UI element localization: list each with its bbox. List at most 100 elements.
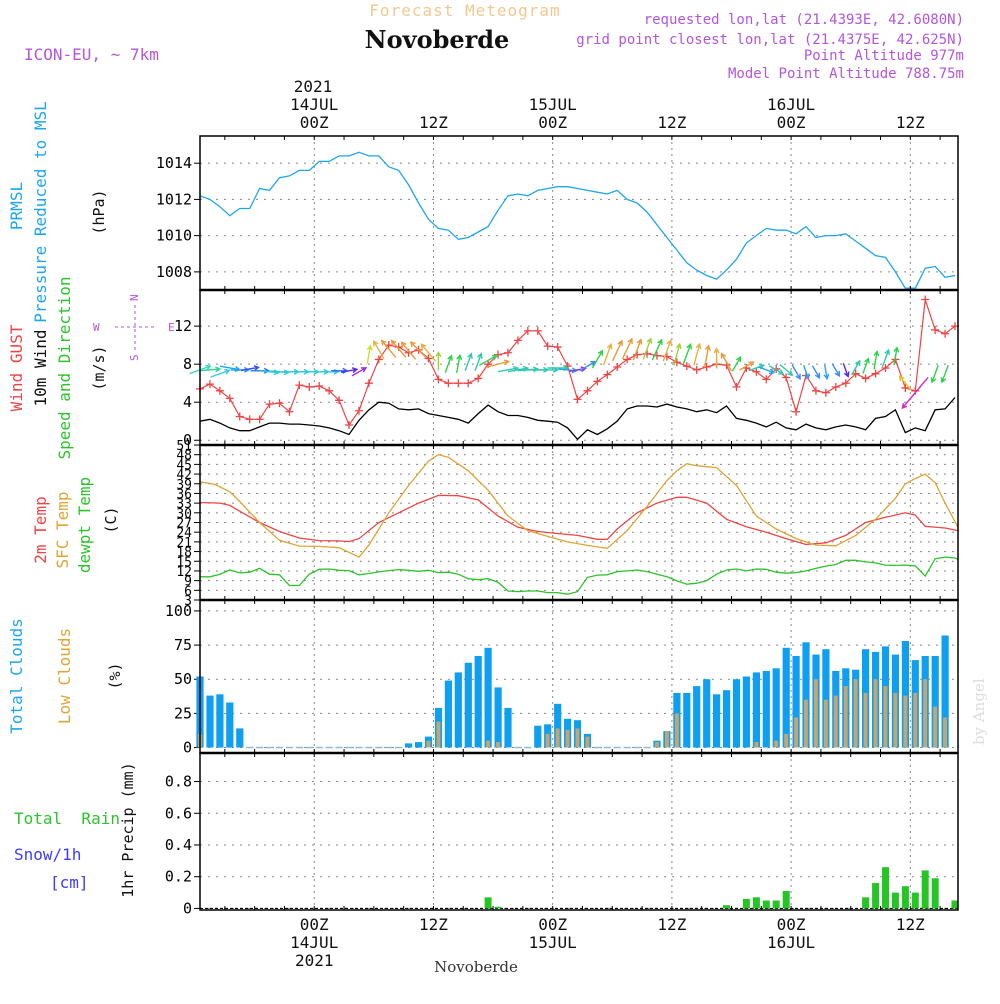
wind-direction-arrow-icon (260, 369, 280, 376)
dewpt-label: dewpt Temp (75, 477, 94, 573)
gust-marker (792, 407, 801, 416)
total-clouds-bar (822, 649, 830, 748)
wind-direction-arrow-icon (851, 359, 861, 376)
grid-layer (200, 136, 958, 910)
top-time-label: 00Z (538, 113, 567, 132)
wind-direction-arrow-icon (873, 350, 880, 370)
gust-marker (523, 326, 532, 335)
pressure-label-desc: Pressure Reduced to MSL (31, 101, 50, 323)
top-time-label: 15JUL (529, 95, 577, 114)
total-clouds-bar (534, 725, 542, 748)
y-tick-label: 0.8 (165, 773, 192, 791)
wind-direction-arrow-icon (373, 339, 385, 359)
gust-marker (454, 379, 463, 388)
gust-marker (841, 379, 850, 388)
gust-marker (335, 396, 344, 405)
gust-marker (881, 363, 890, 372)
y-tick-label: 0 (183, 899, 192, 917)
y-tick-label: 36 (176, 487, 192, 502)
compass-s: S (128, 354, 141, 361)
gust-marker (762, 375, 771, 384)
gust-marker (732, 382, 741, 391)
wind-direction-arrow-icon (758, 366, 776, 375)
gust-marker (364, 379, 373, 388)
y-tick-label: 30 (176, 507, 192, 522)
gust-marker (613, 363, 622, 372)
wind-direction-arrow-icon (842, 363, 850, 378)
pressure-panel: PRMSL Pressure Reduced to MSL (hPa) 1008… (7, 101, 956, 323)
gust-marker (305, 382, 314, 391)
y-tick-label: 1012 (156, 190, 192, 208)
wind-direction-arrow-icon (199, 366, 222, 373)
low-clouds-bar (863, 692, 868, 748)
y-tick-label: 21 (176, 536, 192, 551)
wind-y-ticks: 0 4 8 12 (174, 317, 200, 449)
wind-direction-arrow-icon (704, 344, 711, 368)
gust-marker (424, 354, 433, 363)
requested-lonlat: requested lon,lat (21.4393E, 42.6080N) (644, 12, 964, 28)
wind-direction-arrow-icon (930, 364, 939, 384)
temp-unit: (C) (102, 506, 120, 533)
wind-direction-arrow-icon (464, 352, 473, 371)
total-clouds-bar (703, 679, 711, 748)
gust-marker (623, 355, 632, 364)
low-clouds-bar (943, 717, 947, 748)
gust-marker (692, 365, 701, 374)
wind-direction-arrow-icon (893, 346, 900, 366)
gust-marker (603, 370, 612, 379)
total-clouds-bar (772, 668, 780, 748)
wind-direction-arrow-icon (240, 365, 260, 372)
low-clouds-bar (933, 706, 938, 748)
precip-y-ticks: 0 0.2 0.4 0.6 0.8 (165, 773, 200, 917)
wind-direction-arrow-icon (713, 347, 720, 369)
y-tick-label: 0 (183, 431, 192, 449)
precip-unit: 1hr Precip (mm) (119, 762, 137, 897)
total-clouds-bar (226, 702, 234, 748)
top-time-label: 12Z (419, 113, 448, 132)
y-tick-label: 75 (174, 636, 192, 654)
low-clouds-bar (913, 692, 918, 748)
wind-gust-label: Wind GUST (7, 324, 26, 411)
total-clouds-label: Total Clouds (7, 618, 26, 734)
low-clouds-bar (853, 679, 858, 748)
y-tick-label: 6 (184, 584, 192, 599)
total-clouds-bar (762, 671, 770, 748)
total-clouds-bar (415, 742, 423, 748)
y-tick-label: 0 (183, 739, 192, 757)
low-clouds-bar (903, 695, 908, 748)
low-clouds-label: Low Clouds (55, 628, 74, 724)
y-tick-label: 48 (176, 449, 192, 464)
wind-direction-arrow-icon (632, 338, 643, 361)
wind-direction-arrow-icon (898, 375, 912, 391)
total-clouds-bar (792, 656, 800, 748)
temp-series (199, 453, 959, 595)
y-tick-label: 18 (176, 546, 192, 561)
total-clouds-bar (484, 647, 492, 748)
wind-10m-label: 10m Wind (31, 329, 50, 406)
wind-direction-arrow-icon (474, 352, 483, 371)
y-tick-label: 50 (174, 670, 192, 688)
compass-w: W (93, 321, 100, 334)
y-tick-label: 100 (165, 602, 192, 620)
wind-direction-arrow-icon (673, 342, 682, 366)
bottom-time-label: 15JUL (529, 933, 577, 952)
low-clouds-bar (665, 731, 669, 748)
y-tick-label: 9 (184, 575, 192, 590)
top-time-label: 00Z (777, 113, 806, 132)
wind-direction-arrow-icon (651, 338, 663, 361)
gust-marker (931, 325, 940, 334)
sfc-temp-line (199, 453, 959, 558)
rain-bar (762, 900, 770, 909)
gust-marker (325, 386, 334, 395)
clouds-unit: (%) (106, 662, 124, 689)
frames-layer (199, 135, 959, 911)
wind-speed-line (199, 397, 956, 441)
compass-e: E (168, 321, 175, 334)
gust-marker (444, 379, 453, 388)
credit-watermark: by Angel (970, 678, 988, 745)
wind-direction-arrow-icon (682, 342, 692, 366)
wind-direction-arrow-icon (611, 339, 623, 362)
gust-marker (871, 369, 880, 378)
